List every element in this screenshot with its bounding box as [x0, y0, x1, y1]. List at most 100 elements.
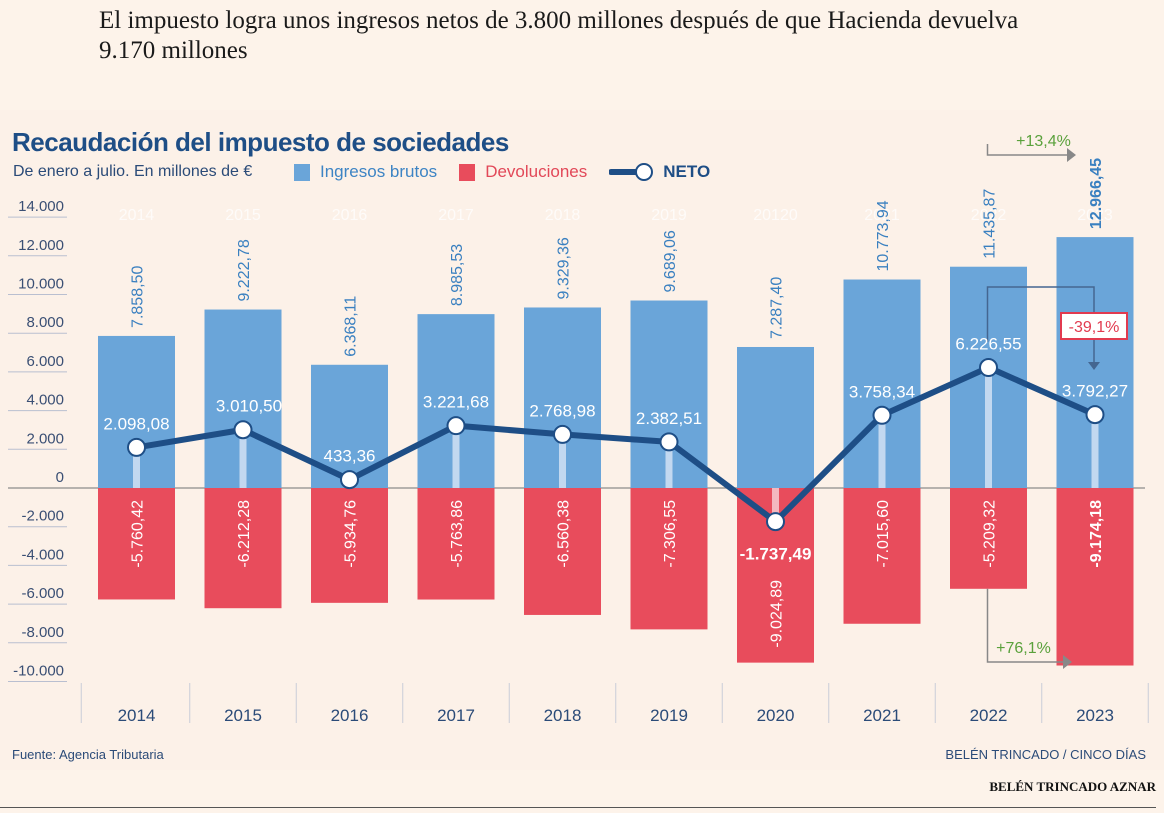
label-devoluciones: -6.560,38	[556, 500, 573, 568]
x-tick-label: 2015	[224, 706, 262, 725]
arrow-line	[986, 588, 1065, 663]
blue-square-icon	[294, 163, 310, 181]
y-tick-label: 4.000	[26, 392, 64, 409]
label-neto: 3.221,68	[423, 393, 489, 412]
y-tick-label: 12.000	[18, 237, 64, 254]
bar-devoluciones	[524, 488, 601, 615]
label-devoluciones: -7.306,55	[662, 500, 679, 568]
legend-item-ingresos: Ingresos brutos	[294, 162, 437, 182]
x-tick-label: 2014	[118, 706, 156, 725]
label-ingresos-brutos: 7.858,50	[130, 266, 147, 328]
arrow-line	[986, 144, 1068, 156]
x-tick-label: 2017	[437, 706, 475, 725]
x-tick-label: 2016	[331, 706, 369, 725]
x-tick-label: 2019	[650, 706, 688, 725]
y-tick-label: -2.000	[21, 508, 64, 525]
data-labels: 7.858,50 9.222,78 6.368,11 8.985,53 9.329,36…	[103, 158, 1128, 648]
legend-label: Ingresos brutos	[320, 162, 438, 181]
net-point	[553, 424, 572, 444]
bar-devoluciones	[630, 488, 708, 630]
label-ingresos-brutos: 7.287,40	[769, 277, 786, 339]
ghost-year-label: 2016	[332, 207, 368, 224]
net-line	[127, 358, 1105, 532]
label-neto: 3.010,50	[216, 397, 282, 416]
label-neto: 2.098,08	[103, 414, 169, 433]
annotation-box	[1060, 312, 1128, 340]
y-tick-label: -6.000	[21, 585, 64, 602]
ghost-year-label: 2019	[651, 207, 687, 224]
headline: El impuesto logra unos ingresos netos de…	[99, 7, 1019, 64]
bar-devoluciones	[950, 488, 1027, 589]
ghost-year-labels: 2014 2015 2016 2017 2018 2019 20120 2021 2022 202…	[119, 207, 1113, 224]
label-devoluciones: -6.212,28	[236, 500, 253, 568]
y-tick-label: 8.000	[26, 314, 64, 331]
net-point	[872, 405, 892, 425]
arrow-head-icon	[1063, 655, 1072, 669]
label-ingresos-brutos: 9.329,36	[556, 237, 573, 299]
annotation-gross-change: +13,4%	[1016, 133, 1071, 150]
ghost-year-label: 2022	[971, 207, 1007, 224]
label-devoluciones: -9.174,18	[1088, 500, 1105, 568]
ghost-year-label: 2017	[438, 207, 474, 224]
net-point	[659, 432, 679, 452]
legend-item-neto: NETO	[609, 162, 710, 182]
net-point	[766, 512, 785, 532]
chart-legend: Ingresos brutos Devoluciones NETO	[294, 162, 732, 182]
label-neto: 3.758,34	[849, 382, 915, 401]
net-point	[127, 437, 146, 457]
author-byline: BELÉN TRINCADO AZNAR	[989, 779, 1156, 794]
annotation-net-change: -39,1%	[1069, 319, 1120, 336]
red-square-icon	[459, 163, 476, 181]
label-ingresos-brutos: 9.689,06	[662, 230, 679, 292]
bar-devoluciones	[311, 488, 388, 603]
y-tick-label: -4.000	[21, 546, 64, 563]
label-devoluciones: -5.209,32	[982, 500, 999, 568]
x-tick-label: 2018	[544, 706, 582, 725]
bar-devoluciones	[843, 488, 921, 624]
net-point	[446, 416, 466, 436]
ghost-year-label: 2018	[545, 207, 581, 224]
bar-devoluciones	[98, 488, 175, 600]
ghost-year-label: 2023	[1077, 207, 1113, 224]
label-ingresos-brutos: 11.435,87	[982, 189, 999, 259]
arrow-head-icon	[1067, 148, 1076, 162]
label-neto: 2.768,98	[529, 401, 595, 420]
y-tick-label: 6.000	[26, 353, 64, 370]
label-ingresos-brutos: 6.368,11	[343, 296, 360, 357]
chart-svg: 2014 2015 2016 2017 2018 2019 20120 2021 2022 202…	[8, 133, 1149, 725]
net-point	[979, 358, 998, 378]
bars	[98, 237, 1134, 666]
net-point	[1085, 405, 1105, 425]
y-tick-label: 14.000	[18, 198, 64, 215]
label-devoluciones: -5.760,42	[130, 500, 147, 568]
label-neto: 3.792,27	[1062, 382, 1128, 401]
label-devoluciones: -9.024,89	[769, 580, 786, 648]
chart-title: Recaudación del impuesto de sociedades	[12, 127, 509, 157]
y-tick-label: 10.000	[18, 276, 64, 293]
annotations: +13,4% -39,1% +76,1%	[986, 133, 1128, 669]
label-ingresos-brutos: 8.985,53	[449, 244, 466, 306]
x-axis: 2014 2015 2016 2017 2018 2019 2020 2021 2022 2023	[80, 683, 1149, 725]
y-tick-label: 0	[56, 469, 64, 486]
legend-label: Devoluciones	[485, 162, 588, 181]
label-devoluciones: -5.934,76	[343, 500, 360, 568]
y-tick-label: -8.000	[21, 624, 64, 641]
ghost-year-label: 2021	[864, 207, 900, 224]
bar-devoluciones	[204, 488, 282, 609]
legend-item-devoluciones: Devoluciones	[459, 162, 587, 182]
x-tick-label: 2023	[1076, 706, 1114, 725]
y-tick-label: -10.000	[13, 663, 64, 680]
x-tick-label: 2022	[970, 706, 1008, 725]
label-ingresos-brutos: 9.222,78	[236, 239, 253, 301]
ghost-year-label: 2015	[225, 207, 261, 224]
annotation-refund-change: +76,1%	[996, 640, 1051, 657]
legend-label: NETO	[663, 162, 711, 181]
label-devoluciones: -5.763,86	[449, 500, 466, 568]
net-point	[233, 420, 253, 440]
y-tick-label: 2.000	[26, 430, 64, 447]
graphic-credit: BELÉN TRINCADO / CINCO DÍAS	[945, 747, 1146, 762]
ghost-year-label: 20120	[753, 207, 798, 224]
label-ingresos-brutos: 10.773,94	[875, 200, 892, 271]
ghost-year-label: 2014	[119, 207, 155, 224]
label-devoluciones: -7.015,60	[875, 500, 892, 568]
